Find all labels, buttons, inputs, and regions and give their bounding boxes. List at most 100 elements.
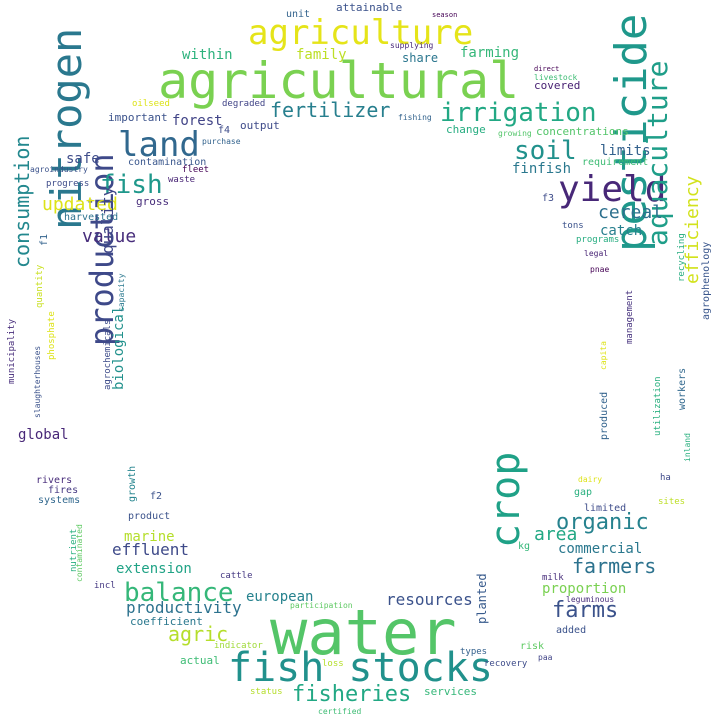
word-agricultural: agricultural xyxy=(158,52,520,110)
word-f4: f4 xyxy=(218,125,231,136)
word-european: european xyxy=(246,589,314,605)
word-supplying: supplying xyxy=(390,41,434,50)
word-marine: marine xyxy=(124,529,175,545)
word-recovery: recovery xyxy=(484,659,528,669)
word-resources: resources xyxy=(386,590,473,609)
word-slaughterhouses: slaughterhouses xyxy=(33,345,42,418)
word-inland: inland xyxy=(683,433,692,462)
word-organic: organic xyxy=(556,510,649,535)
word-management: management xyxy=(625,289,635,344)
word-farms: farms xyxy=(552,598,619,623)
word-catch: catch xyxy=(600,223,643,239)
word-contamination: contamination xyxy=(128,157,207,168)
word-waste: waste xyxy=(168,175,196,185)
word-unit: unit xyxy=(286,9,311,20)
word-coefficient: coefficient xyxy=(130,615,203,628)
word-irrigation: irrigation xyxy=(440,98,597,128)
word-f1: f1 xyxy=(39,233,50,246)
word-proportion: proportion xyxy=(542,581,627,597)
word-purchase: purchase xyxy=(202,137,241,146)
word-requirement: requirement xyxy=(582,157,649,168)
word-phosphate: phosphate xyxy=(47,311,57,360)
word-planted: planted xyxy=(475,573,489,624)
word-biological: biological xyxy=(111,305,127,390)
word-product: product xyxy=(128,511,171,522)
word-rivers: rivers xyxy=(36,475,73,486)
word-forest: forest xyxy=(172,113,223,129)
word-actual: actual xyxy=(180,654,220,667)
word-season: season xyxy=(432,11,458,19)
word-agric: agric xyxy=(168,622,229,646)
word-pnae: pnae xyxy=(590,265,610,274)
word-workers: workers xyxy=(677,367,688,410)
word-fisheries: fisheries xyxy=(292,682,412,707)
word-covered: covered xyxy=(534,79,581,92)
word-cereal: cereal xyxy=(598,202,664,223)
word-agrochemicals: agrochemicals xyxy=(103,319,113,390)
word-output: output xyxy=(240,119,280,132)
word-tons: tons xyxy=(562,221,584,231)
word-agriculture: agriculture xyxy=(248,13,474,53)
word-gross: gross xyxy=(136,195,170,208)
word-farming: farming xyxy=(460,45,520,61)
word-cattle: cattle xyxy=(220,571,253,581)
word-dairy: dairy xyxy=(578,475,603,484)
word-risk: risk xyxy=(520,641,545,652)
word-f2: f2 xyxy=(150,491,163,502)
word-utilization: utilization xyxy=(653,376,663,436)
word-oilseed: oilseed xyxy=(132,99,170,109)
word-incl: incl xyxy=(94,581,116,591)
word-degraded: degraded xyxy=(222,99,266,109)
word-paa: paa xyxy=(538,653,553,662)
word-updated: updated xyxy=(42,194,118,215)
word-certified: certified xyxy=(318,707,362,716)
word-value: value xyxy=(82,226,137,247)
word-ha: ha xyxy=(660,473,671,483)
word-important: important xyxy=(108,111,168,124)
word-growth: growth xyxy=(127,465,138,502)
word-kg: kg xyxy=(518,541,531,552)
word-livestock: livestock xyxy=(534,73,578,82)
word-share: share xyxy=(402,51,439,65)
word-finfish: finfish xyxy=(512,161,572,177)
word-programs: programs xyxy=(576,235,620,245)
word-milk: milk xyxy=(542,573,564,583)
word-safe: safe xyxy=(66,151,100,167)
word-f3: f3 xyxy=(542,193,555,204)
word-soil: soil xyxy=(514,136,577,166)
word-water: water xyxy=(270,596,457,669)
word-fishing: fishing xyxy=(398,113,432,122)
word-family: family xyxy=(296,47,347,63)
word-produced: produced xyxy=(599,391,610,440)
word-recycling: recycling xyxy=(677,233,687,282)
word-global: global xyxy=(18,427,69,443)
word-contaminated: contaminated xyxy=(75,524,84,582)
word-commercial: commercial xyxy=(558,541,643,557)
word-loss: loss xyxy=(322,659,344,669)
word-fleet: fleet xyxy=(182,165,210,175)
word-yield: yield xyxy=(558,169,667,210)
word-balance: balance xyxy=(124,578,234,608)
word-sites: sites xyxy=(658,497,686,507)
word-systems: systems xyxy=(38,495,81,506)
word-effluent: effluent xyxy=(112,540,190,559)
word-growing: growing xyxy=(498,129,532,138)
word-fires: fires xyxy=(48,485,79,496)
word-capacity: capacity xyxy=(117,273,126,312)
word-agroindustry: agroindustry xyxy=(30,165,88,174)
word-productivity: productivity xyxy=(126,598,242,617)
word-progress: progress xyxy=(46,179,90,189)
word-direct: direct xyxy=(534,65,560,73)
word-area: area xyxy=(534,524,578,545)
word-consumption: consumption xyxy=(10,135,34,268)
word-municipality: municipality xyxy=(7,318,17,384)
word-crop: crop xyxy=(483,451,529,548)
word-harvested: harvested xyxy=(64,212,119,223)
word-limits: limits xyxy=(600,143,651,159)
word-services: services xyxy=(424,685,477,698)
word-change: change xyxy=(446,123,486,136)
word-types: types xyxy=(460,647,488,657)
word-within: within xyxy=(182,47,233,63)
word-attainable: attainable xyxy=(336,1,403,14)
